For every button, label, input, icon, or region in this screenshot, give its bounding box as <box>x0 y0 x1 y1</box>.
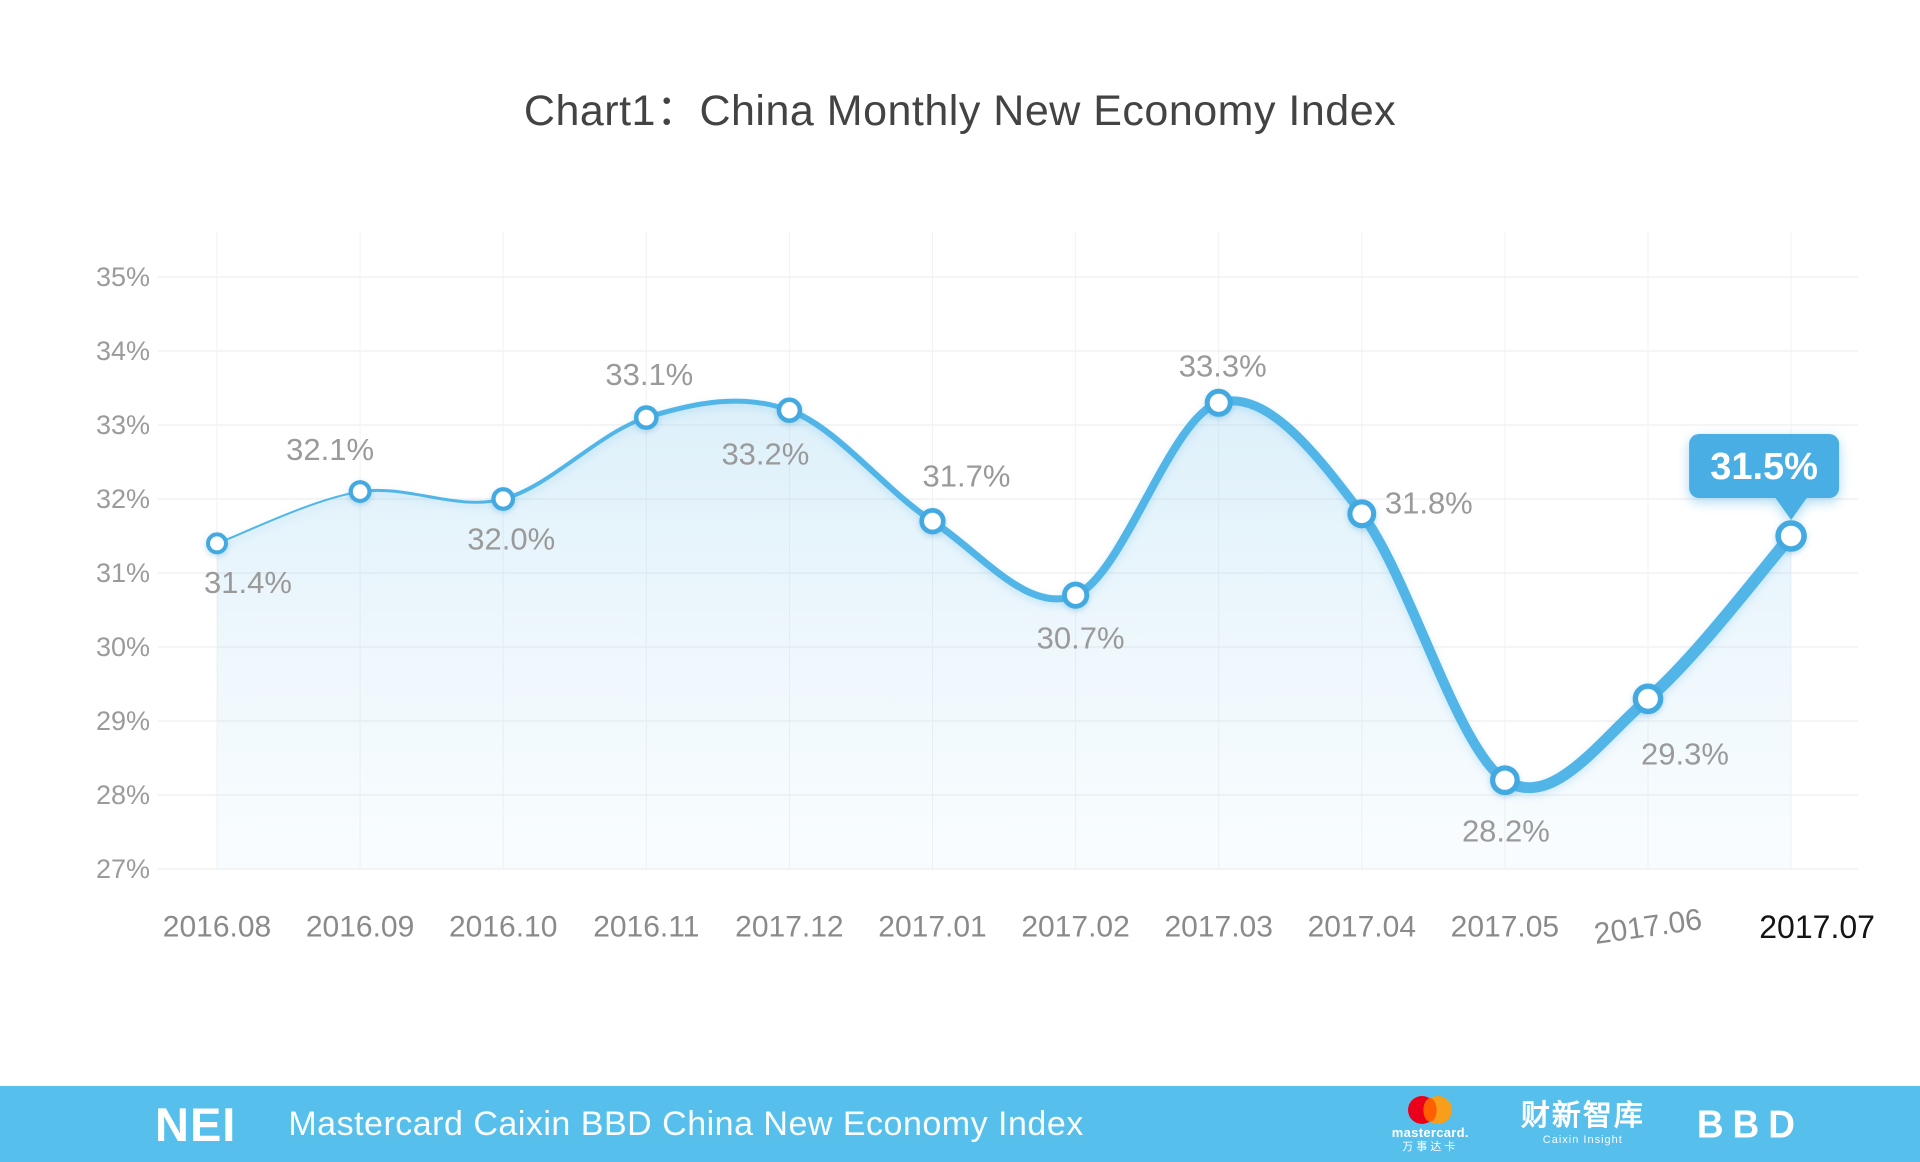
x-axis-tick-label: 2016.08 <box>163 911 271 944</box>
line-segment <box>1214 396 1367 519</box>
y-axis-tick-label: 32% <box>96 484 150 514</box>
data-point-label: 30.7% <box>1037 621 1125 656</box>
data-point-marker[interactable] <box>1204 388 1233 417</box>
nei-logo: NEI <box>155 1097 237 1151</box>
last-point-tooltip: 31.5% <box>1689 434 1840 520</box>
line-segment <box>358 488 505 504</box>
data-point-marker[interactable] <box>491 487 516 511</box>
series-line <box>216 396 1798 793</box>
data-point-label: 33.2% <box>721 437 809 472</box>
mastercard-chinese-label: 万事达卡 <box>1402 1141 1459 1153</box>
caixin-insight-logo: 财新智库 Caixin Insight <box>1521 1102 1645 1146</box>
y-axis-tick-label: 33% <box>96 410 150 440</box>
data-point-marker[interactable] <box>1632 683 1664 715</box>
line-segment <box>1071 398 1223 600</box>
bbd-logo: BBD <box>1696 1102 1804 1146</box>
line-segment <box>501 415 649 501</box>
line-segment <box>1356 508 1510 786</box>
data-point-marker[interactable] <box>1062 581 1090 609</box>
data-point-marker[interactable] <box>348 480 372 504</box>
line-segment <box>643 398 792 421</box>
y-axis-tick-label: 35% <box>96 262 150 292</box>
x-axis-tick-label: 2017.01 <box>878 911 986 944</box>
caixin-chinese-wordmark: 财新智库 <box>1520 1100 1645 1132</box>
data-point-label: 33.3% <box>1179 348 1267 383</box>
chart-title: Chart1：China Monthly New Economy Index <box>523 87 1397 135</box>
x-axis-tick-label: 2017.06 <box>1592 903 1704 951</box>
x-axis-tick-label: 2016.09 <box>306 911 414 944</box>
y-axis-tick-label: 27% <box>96 854 150 884</box>
x-axis-tick-label: 2017.02 <box>1021 911 1129 944</box>
mastercard-wordmark: mastercard. <box>1391 1125 1469 1140</box>
x-axis-tick-label: 2016.10 <box>449 911 557 944</box>
data-point-label: 32.0% <box>467 522 555 557</box>
y-axis-tick-label: 28% <box>96 780 150 810</box>
line-segment <box>929 517 1080 603</box>
line-segment <box>786 407 936 525</box>
x-axis-tick-label: 2017.03 <box>1164 911 1272 944</box>
tooltip-label: 31.5% <box>1710 446 1818 488</box>
x-axis-tick-label: 2017.04 <box>1308 911 1416 944</box>
data-point-label: 31.4% <box>204 565 292 600</box>
y-axis-tick-label: 29% <box>96 706 150 736</box>
data-point-marker[interactable] <box>1347 499 1377 529</box>
data-point-marker[interactable] <box>919 508 946 535</box>
mastercard-circles-icon <box>1408 1096 1453 1124</box>
data-point-label: 29.3% <box>1641 736 1729 771</box>
footer-index-name: Mastercard Caixin BBD China New Economy … <box>288 1104 1084 1143</box>
data-point-label: 28.2% <box>1462 814 1550 849</box>
x-axis-tick-label: 2016.11 <box>593 911 699 944</box>
data-point-label: 33.1% <box>605 357 693 392</box>
data-point-label: 31.7% <box>923 459 1011 494</box>
y-axis-tick-label: 34% <box>96 336 150 366</box>
data-point-markers <box>206 388 1807 796</box>
data-point-marker[interactable] <box>776 397 803 423</box>
y-axis-tick-label: 30% <box>96 632 150 662</box>
data-point-marker[interactable] <box>634 405 659 430</box>
tooltip-pointer <box>1774 496 1809 520</box>
footer-logos: mastercard. 万事达卡 财新智库 Caixin Insight BBD <box>1392 1095 1804 1153</box>
x-axis-tick-label: 2017.05 <box>1451 911 1559 944</box>
line-segment <box>1499 693 1654 793</box>
footer-bar: NEI Mastercard Caixin BBD China New Econ… <box>0 1086 1920 1162</box>
y-axis-tick-label: 31% <box>96 558 150 588</box>
data-point-label: 31.8% <box>1385 485 1473 520</box>
x-axis-tick-label: 2017.12 <box>735 911 843 944</box>
data-point-label: 32.1% <box>286 432 374 467</box>
line-segment <box>216 490 362 545</box>
tooltip-box <box>1689 434 1840 498</box>
data-point-marker[interactable] <box>1775 520 1807 552</box>
caixin-english-label: Caixin Insight <box>1542 1134 1623 1146</box>
line-segment <box>1642 530 1798 705</box>
x-axis-tick-label: 2017.07 <box>1759 909 1875 945</box>
data-point-marker[interactable] <box>206 532 228 555</box>
area-fill <box>217 400 1792 869</box>
data-point-marker[interactable] <box>1490 765 1520 796</box>
mastercard-logo: mastercard. 万事达卡 <box>1392 1095 1469 1153</box>
